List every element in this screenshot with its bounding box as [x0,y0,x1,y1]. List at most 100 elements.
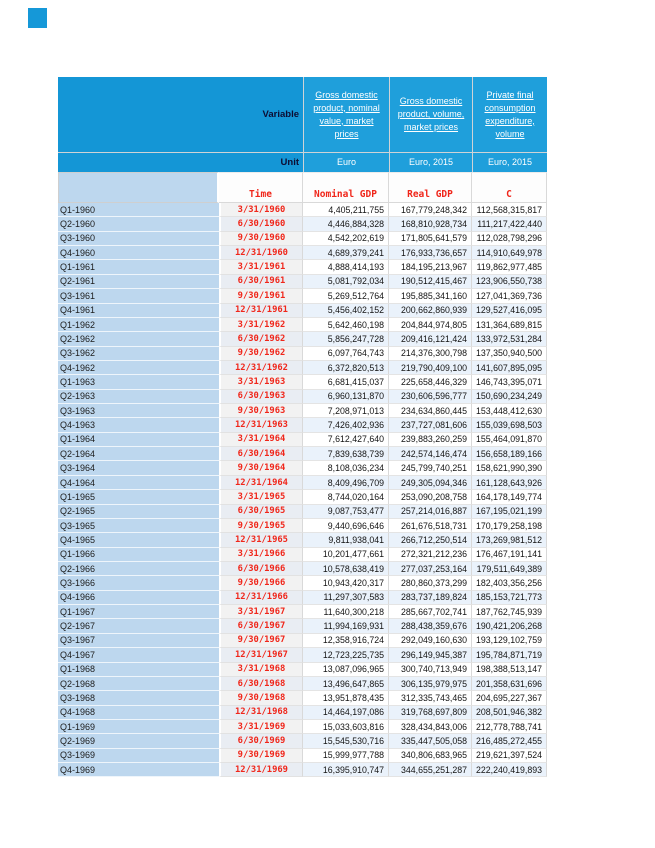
consumption-cell: 161,128,643,926 [472,475,547,491]
quarter-label-cell: Q1-1965 [58,490,219,505]
real-gdp-cell: 312,335,743,465 [389,691,472,706]
quarter-label-cell: Q4-1965 [58,533,219,548]
nominal-gdp-cell: 11,994,169,931 [303,619,389,634]
nominal-gdp-cell: 4,689,379,241 [303,246,389,261]
real-gdp-cell: 272,321,212,236 [389,547,472,562]
time-cell: 9/30/1961 [219,289,303,304]
consumption-cell: 195,784,871,719 [472,648,547,663]
nominal-gdp-cell: 4,542,202,619 [303,231,389,247]
nominal-gdp-cell: 7,839,638,739 [303,447,389,462]
time-cell: 3/31/1964 [219,432,303,448]
real-gdp-cell: 195,885,341,160 [389,289,472,304]
nominal-gdp-cell: 10,943,420,317 [303,576,389,591]
time-cell: 3/31/1960 [219,203,303,218]
time-cell: 12/31/1964 [219,475,303,491]
nominal-gdp-cell: 9,087,753,477 [303,504,389,519]
nominal-gdp-cell: 5,269,512,764 [303,289,389,304]
real-gdp-cell: 319,768,697,809 [389,705,472,720]
time-cell: 9/30/1965 [219,518,303,534]
real-gdp-cell: 225,658,446,329 [389,375,472,390]
consumption-cell: 127,041,369,736 [472,289,547,304]
data-rows: Q1-1960 3/31/1960 4,405,211,755 167,779,… [58,203,547,778]
quarter-label-cell: Q1-1969 [58,719,219,735]
nominal-gdp-cell: 13,087,096,965 [303,662,389,677]
table-row: Q1-1964 3/31/1964 7,612,427,640 239,883,… [58,432,547,448]
consumption-cell: 123,906,550,738 [472,274,547,290]
consumption-cell: 129,527,416,095 [472,303,547,318]
table-row: Q4-1962 12/31/1962 6,372,820,513 219,790… [58,360,547,376]
real-gdp-cell: 168,810,928,734 [389,217,472,232]
nominal-gdp-cell: 9,811,938,041 [303,533,389,548]
variable-header-consumption[interactable]: Private final consumption expenditure, v… [472,77,547,152]
variable-header-nominal-gdp[interactable]: Gross domestic product, nominal value, m… [303,77,389,152]
table-row: Q1-1962 3/31/1962 5,642,460,198 204,844,… [58,317,547,333]
table-row: Q4-1968 12/31/1968 14,464,197,086 319,76… [58,705,547,720]
real-gdp-cell: 280,860,373,299 [389,576,472,591]
time-cell: 12/31/1965 [219,533,303,548]
nominal-gdp-cell: 4,405,211,755 [303,203,389,218]
consumption-cell: 190,421,206,268 [472,619,547,634]
quarter-label-cell: Q2-1968 [58,676,219,692]
nominal-gdp-cell: 15,545,530,716 [303,734,389,749]
nominal-gdp-cell: 11,640,300,218 [303,605,389,620]
time-cell: 12/31/1962 [219,360,303,376]
time-cell: 3/31/1965 [219,490,303,505]
table-row: Q2-1968 6/30/1968 13,496,647,865 306,135… [58,676,547,692]
consumption-cell: 158,621,990,390 [472,461,547,476]
table-row: Q3-1968 9/30/1968 13,951,878,435 312,335… [58,691,547,706]
unit-nominal-gdp: Euro [303,152,389,172]
table-row: Q1-1961 3/31/1961 4,888,414,193 184,195,… [58,260,547,275]
time-cell: 12/31/1967 [219,648,303,663]
table-row: Q3-1965 9/30/1965 9,440,696,646 261,676,… [58,518,547,534]
table-row: Q1-1960 3/31/1960 4,405,211,755 167,779,… [58,203,547,218]
table-row: Q2-1962 6/30/1962 5,856,247,728 209,416,… [58,332,547,347]
real-gdp-cell: 237,727,081,606 [389,418,472,433]
time-cell: 12/31/1968 [219,705,303,720]
time-cell: 6/30/1966 [219,561,303,577]
quarter-label-cell: Q1-1963 [58,375,219,390]
table-row: Q2-1966 6/30/1966 10,578,638,419 277,037… [58,561,547,577]
time-cell: 6/30/1962 [219,332,303,347]
variable-link-consumption[interactable]: Private final consumption expenditure, v… [484,89,536,139]
real-gdp-cell: 204,844,974,805 [389,317,472,333]
real-gdp-cell: 219,790,409,100 [389,360,472,376]
time-cell: 9/30/1967 [219,633,303,649]
real-gdp-cell: 245,799,740,251 [389,461,472,476]
dbnomics-logo [28,8,47,28]
real-gdp-cell: 239,883,260,259 [389,432,472,448]
real-gdp-cell: 288,438,359,676 [389,619,472,634]
quarter-label-cell: Q1-1964 [58,432,219,448]
real-gdp-cell: 209,416,121,424 [389,332,472,347]
consumption-cell: 212,778,788,741 [472,719,547,735]
time-cell: 3/31/1961 [219,260,303,275]
nominal-gdp-cell: 9,440,696,646 [303,518,389,534]
variable-header-real-gdp[interactable]: Gross domestic product, volume, market p… [389,77,472,152]
variable-header-row: Variable Gross domestic product, nominal… [58,77,547,152]
real-gdp-cell: 292,049,160,630 [389,633,472,649]
nominal-gdp-cell: 6,681,415,037 [303,375,389,390]
consumption-cell: 131,364,689,815 [472,317,547,333]
table-row: Q3-1969 9/30/1969 15,999,977,788 340,806… [58,748,547,764]
quarter-label-cell: Q2-1963 [58,389,219,405]
quarter-label-cell: Q2-1962 [58,332,219,347]
table-row: Q1-1968 3/31/1968 13,087,096,965 300,740… [58,662,547,677]
quarter-label-cell: Q3-1968 [58,691,219,706]
nominal-gdp-cell: 5,856,247,728 [303,332,389,347]
unit-consumption: Euro, 2015 [472,152,547,172]
variable-link-real-gdp[interactable]: Gross domestic product, volume, market p… [397,96,465,132]
table-row: Q2-1965 6/30/1965 9,087,753,477 257,214,… [58,504,547,519]
table-row: Q1-1967 3/31/1967 11,640,300,218 285,667… [58,605,547,620]
column-header-real-gdp: Real GDP [389,172,472,203]
quarter-label-cell: Q2-1969 [58,734,219,749]
quarter-label-cell: Q3-1965 [58,518,219,534]
real-gdp-cell: 285,667,702,741 [389,605,472,620]
variable-link-nominal-gdp[interactable]: Gross domestic product, nominal value, m… [313,89,380,139]
quarter-label-cell: Q3-1967 [58,633,219,649]
quarter-label-cell: Q3-1964 [58,461,219,476]
consumption-cell: 155,464,091,870 [472,432,547,448]
nominal-gdp-cell: 6,097,764,743 [303,346,389,361]
table-row: Q4-1960 12/31/1960 4,689,379,241 176,933… [58,246,547,261]
table-row: Q1-1965 3/31/1965 8,744,020,164 253,090,… [58,490,547,505]
real-gdp-cell: 242,574,146,474 [389,447,472,462]
consumption-cell: 156,658,189,166 [472,447,547,462]
